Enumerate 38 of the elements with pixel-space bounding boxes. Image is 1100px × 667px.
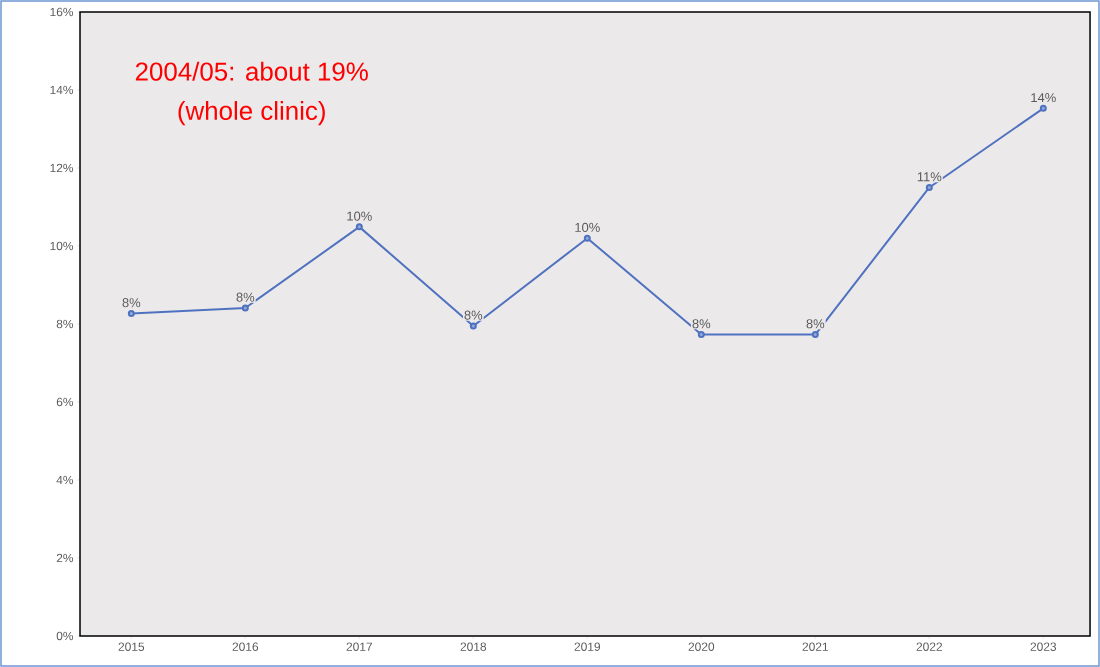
point bbox=[241, 304, 249, 312]
x-tick-label: 2021 bbox=[802, 642, 829, 651]
data-label: 14% bbox=[1031, 93, 1056, 103]
y-tick-label: 8% bbox=[56, 319, 74, 329]
point bbox=[811, 331, 819, 339]
data-label: 8% bbox=[806, 319, 825, 329]
point bbox=[355, 223, 363, 231]
point bbox=[127, 309, 135, 317]
annotation: (whole clinic) bbox=[178, 101, 325, 126]
point bbox=[1039, 104, 1047, 112]
x-tick-label: 2023 bbox=[1030, 642, 1057, 651]
y-tick-label: 16% bbox=[50, 7, 74, 17]
point bbox=[469, 322, 477, 330]
y-tick-label: 0% bbox=[56, 631, 74, 641]
y-tick-label: 2% bbox=[56, 553, 74, 563]
x-tick-label: 2017 bbox=[346, 642, 372, 651]
y-tick-label: 12% bbox=[50, 163, 74, 173]
x-tick-label: 2022 bbox=[916, 642, 942, 651]
x-tick-label: 2020 bbox=[688, 642, 715, 651]
data-label: 8% bbox=[692, 319, 711, 329]
point bbox=[925, 183, 933, 191]
y-tick-label: 10% bbox=[50, 241, 74, 251]
data-label: 8% bbox=[122, 298, 141, 308]
data-label: 10% bbox=[347, 211, 372, 221]
data-label: 11% bbox=[917, 172, 942, 182]
data-label: 8% bbox=[464, 310, 483, 320]
y-tick-label: 4% bbox=[56, 475, 74, 485]
x-tick-label: 2015 bbox=[118, 642, 145, 651]
x-tick-label: 2018 bbox=[460, 642, 487, 651]
point bbox=[583, 234, 591, 242]
data-label: 8% bbox=[236, 292, 255, 302]
x-tick-label: 2019 bbox=[574, 642, 601, 651]
y-tick-label: 6% bbox=[56, 397, 74, 407]
data-label: 10% bbox=[575, 222, 600, 232]
x-tick-label: 2016 bbox=[232, 642, 259, 651]
annotation: 2004/05: about 19% bbox=[135, 61, 368, 81]
y-tick-label: 14% bbox=[50, 85, 74, 95]
point bbox=[697, 331, 705, 339]
